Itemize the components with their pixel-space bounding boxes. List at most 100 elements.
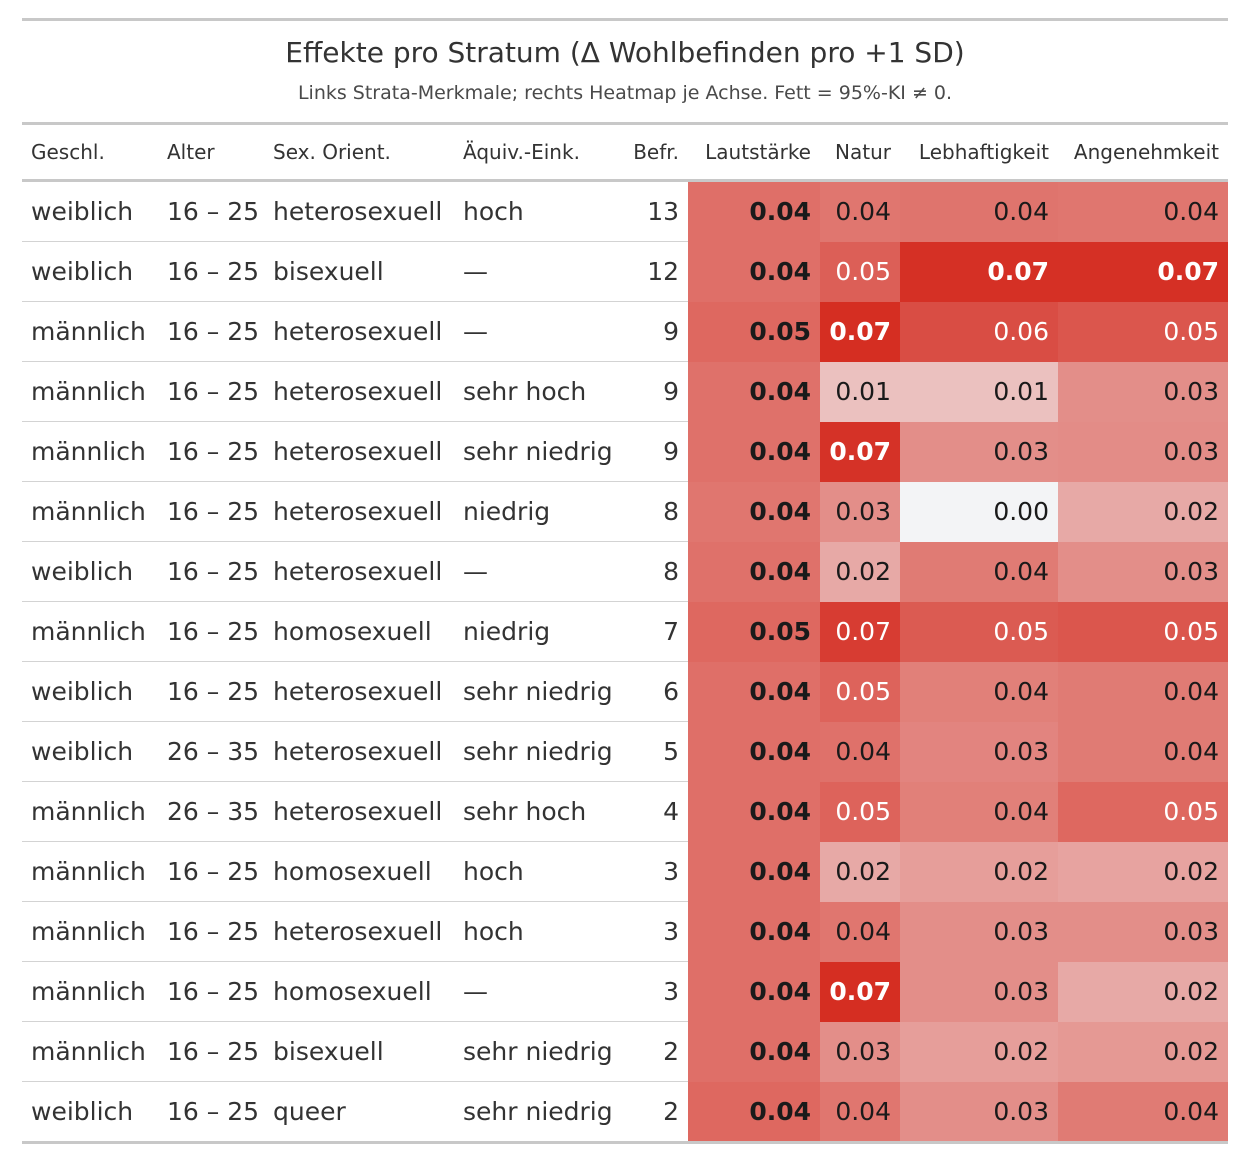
table-cell: heterosexuell <box>264 421 454 482</box>
table-cell: 16 – 25 <box>158 1081 264 1141</box>
heat-cell: 0.07 <box>820 961 900 1022</box>
table-cell: 2 <box>622 1021 688 1082</box>
column-header: Befr. <box>633 140 679 164</box>
heat-cell: 0.04 <box>688 361 820 422</box>
table-cell: 16 – 25 <box>158 301 264 362</box>
heat-cell: 0.07 <box>1058 241 1228 302</box>
strata-table: Geschl. Alter Sex. Orient. Äquiv.-Eink. … <box>22 125 1228 1141</box>
table-cell: weiblich <box>22 721 158 782</box>
column-header: Angenehmkeit <box>1073 140 1219 164</box>
table-cell: 9 <box>622 421 688 482</box>
table-cell: männlich <box>22 901 158 962</box>
table-cell: 9 <box>622 301 688 362</box>
table-cell: sehr niedrig <box>454 1021 622 1082</box>
table-cell: niedrig <box>454 601 622 662</box>
heat-cell: 0.04 <box>900 661 1058 722</box>
heat-cell: 0.07 <box>820 301 900 362</box>
heat-cell: 0.05 <box>820 241 900 302</box>
heat-cell: 0.04 <box>688 781 820 842</box>
table-cell: 16 – 25 <box>158 361 264 422</box>
table-cell: 2 <box>622 1081 688 1141</box>
table-row: männlich 16 – 25 homosexuell niedrig 7 0.05 0.… <box>22 601 1228 662</box>
table-cell: sehr niedrig <box>454 721 622 782</box>
table-cell: männlich <box>22 841 158 902</box>
table-row: männlich 26 – 35 heterosexuell sehr hoch 4 0.… <box>22 781 1228 842</box>
heat-cell: 0.01 <box>900 361 1058 422</box>
table-cell: heterosexuell <box>264 301 454 362</box>
table-cell: homosexuell <box>264 961 454 1022</box>
table-row: männlich 16 – 25 homosexuell hoch 3 0.04 0.02 0… <box>22 841 1228 902</box>
table-cell: 4 <box>622 781 688 842</box>
table-cell: heterosexuell <box>264 901 454 962</box>
heat-cell: 0.04 <box>1058 1081 1228 1141</box>
table-row: männlich 16 – 25 homosexuell —3 0.04 0.07 0.03… <box>22 961 1228 1022</box>
heat-cell: 0.05 <box>1058 601 1228 662</box>
heat-cell: 0.04 <box>1058 661 1228 722</box>
heat-cell: 0.04 <box>820 1081 900 1141</box>
heat-cell: 0.03 <box>820 481 900 542</box>
table-cell: bisexuell <box>264 1021 454 1082</box>
table-cell: männlich <box>22 781 158 842</box>
heat-cell: 0.03 <box>1058 361 1228 422</box>
chart-table: Effekte pro Stratum (Δ Wohlbefinden pro … <box>22 18 1228 1144</box>
heat-cell: 0.04 <box>820 180 900 242</box>
column-header: Geschl. <box>31 140 105 164</box>
heat-cell: 0.04 <box>688 541 820 602</box>
heat-cell: 0.01 <box>820 361 900 422</box>
heat-cell: 0.04 <box>688 180 820 242</box>
heat-cell: 0.05 <box>900 601 1058 662</box>
heat-cell: 0.04 <box>688 901 820 962</box>
heat-cell: 0.02 <box>1058 481 1228 542</box>
table-row: weiblich 16 – 25 heterosexuell hoch 13 0.04 0.… <box>22 180 1228 242</box>
table-cell: weiblich <box>22 661 158 722</box>
heat-cell: 0.04 <box>1058 721 1228 782</box>
table-cell: 16 – 25 <box>158 601 264 662</box>
heat-cell: 0.05 <box>688 301 820 362</box>
table-row: männlich 16 – 25 heterosexuell sehr hoch 9 0.… <box>22 361 1228 422</box>
table-row: weiblich 26 – 35 heterosexuell sehr niedrig… <box>22 721 1228 782</box>
table-row: männlich 16 – 25 heterosexuell niedrig 8 0.04… <box>22 481 1228 542</box>
table-cell: sehr hoch <box>454 361 622 422</box>
table-row: weiblich 16 – 25 queer sehr niedrig 2 0.04 0.0… <box>22 1081 1228 1141</box>
column-header: Lautstärke <box>705 140 811 164</box>
table-cell: 13 <box>647 197 679 226</box>
table-cell: 3 <box>622 901 688 962</box>
heat-cell: 0.03 <box>1058 541 1228 602</box>
heat-cell: 0.03 <box>900 1081 1058 1141</box>
heat-cell: 0.02 <box>1058 1021 1228 1082</box>
table-row: männlich 16 – 25 bisexuell sehr niedrig 2 0.0… <box>22 1021 1228 1082</box>
table-cell: homosexuell <box>264 841 454 902</box>
heat-cell: 0.03 <box>1058 421 1228 482</box>
table-cell: sehr niedrig <box>454 1081 622 1141</box>
chart-title: Effekte pro Stratum (Δ Wohlbefinden pro … <box>285 36 965 69</box>
heat-cell: 0.04 <box>688 481 820 542</box>
table-cell: 16 – 25 <box>158 421 264 482</box>
table-cell: hoch <box>454 841 622 902</box>
table-cell: 7 <box>622 601 688 662</box>
table-cell: heterosexuell <box>264 541 454 602</box>
table-cell: männlich <box>22 1021 158 1082</box>
table-row: weiblich 16 – 25 heterosexuell sehr niedrig… <box>22 661 1228 722</box>
heat-cell: 0.04 <box>900 781 1058 842</box>
table-cell: sehr hoch <box>454 781 622 842</box>
heat-cell: 0.05 <box>1058 301 1228 362</box>
table-body: weiblich 16 – 25 heterosexuell hoch 13 0.04 0.… <box>22 180 1228 1141</box>
table-cell: 16 – 25 <box>158 241 264 302</box>
table-cell: männlich <box>22 961 158 1022</box>
column-header: Natur <box>835 140 891 164</box>
heat-cell: 0.05 <box>820 781 900 842</box>
table-cell: männlich <box>22 601 158 662</box>
heat-cell: 0.04 <box>820 901 900 962</box>
table-cell: sehr niedrig <box>454 661 622 722</box>
table-cell: männlich <box>22 301 158 362</box>
heat-cell: 0.02 <box>820 541 900 602</box>
heat-cell: 0.05 <box>820 661 900 722</box>
column-header: Alter <box>167 140 215 164</box>
table-cell: 6 <box>622 661 688 722</box>
table-cell: 16 – 25 <box>158 901 264 962</box>
table-cell: sehr niedrig <box>454 421 622 482</box>
table-cell: 16 – 25 <box>158 961 264 1022</box>
table-cell: homosexuell <box>264 601 454 662</box>
heat-cell: 0.02 <box>820 841 900 902</box>
table-row: männlich 16 – 25 heterosexuell hoch 3 0.04 0.0… <box>22 901 1228 962</box>
